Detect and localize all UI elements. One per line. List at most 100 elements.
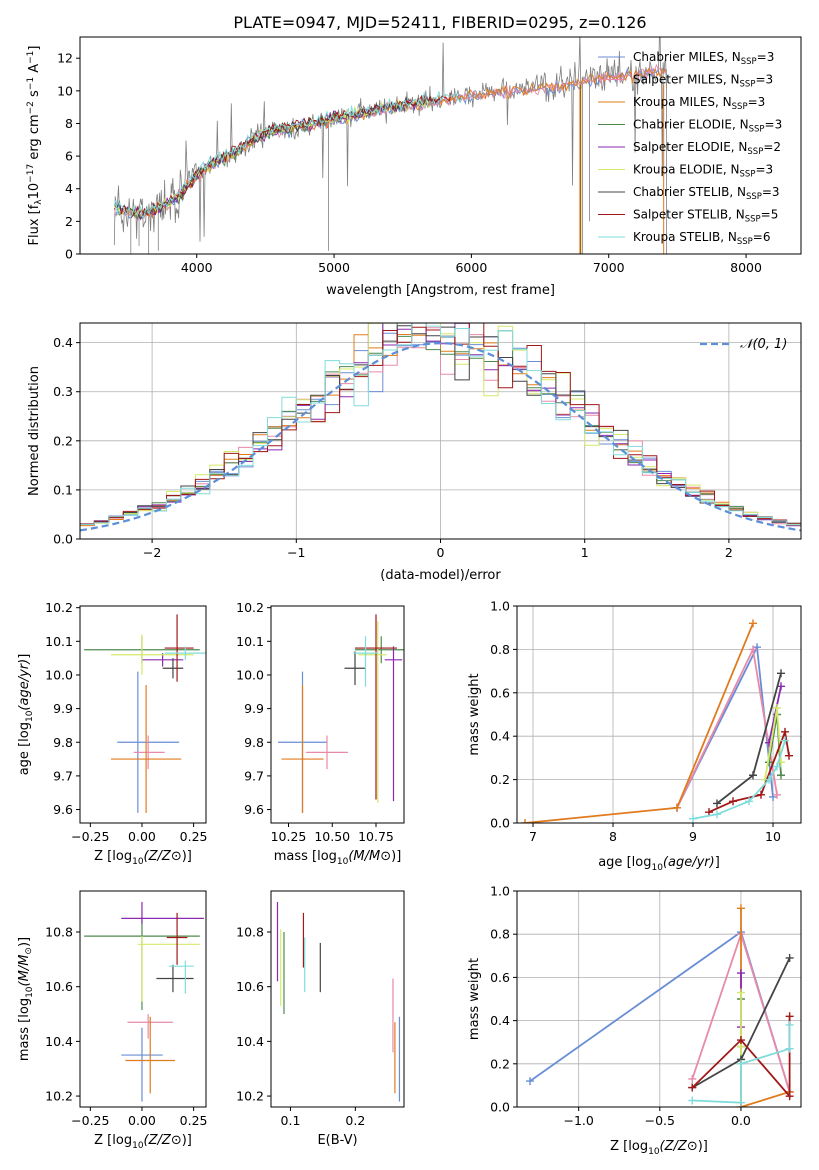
x-axis-label: Z [log10(Z/Z⊙)]: [610, 1139, 708, 1157]
label-part: Z [: [94, 1133, 112, 1148]
weight-marker: [673, 803, 681, 812]
label-part: (Z/Z: [144, 849, 172, 864]
label-part: =3: [755, 163, 773, 177]
weight-marker: [773, 703, 781, 712]
label-part: (age/yr): [17, 659, 32, 711]
y-tick-label: 0.6: [490, 685, 510, 700]
y-tick-label: 8: [65, 116, 73, 131]
y-tick-label: 4: [65, 181, 73, 196]
weight-marker: [785, 751, 793, 760]
figure-title: PLATE=0947, MJD=52411, FIBERID=0295, z=0…: [233, 13, 646, 32]
label-part: 10: [27, 183, 42, 200]
model-spectrum: [113, 101, 409, 220]
weight-marker: [773, 790, 781, 799]
x-tick-label: 0: [437, 545, 445, 560]
label-part: −2: [26, 101, 36, 114]
label-part: 10: [132, 1141, 144, 1151]
y-tick-label: 0.6: [490, 970, 510, 985]
x-tick-label: −1.0: [563, 1113, 593, 1128]
label-part: age [: [598, 855, 631, 870]
weight-marker: [729, 797, 737, 806]
y-tick-label: 2: [65, 214, 73, 229]
label-part: SSP: [749, 125, 765, 135]
y-tick-label: 0.4: [490, 1013, 510, 1028]
y-axis-label: Flux [fλ10−17 erg cm−2 s−1 A−1]: [26, 46, 44, 246]
y-tick-label: 10.2: [236, 1089, 264, 1104]
label-part: Kroupa STELIB, N: [633, 230, 737, 244]
label-part: =3: [755, 73, 773, 87]
weight-marker: [521, 819, 529, 823]
plot-area: [84, 901, 204, 1102]
y-tick-label: 0.0: [490, 1100, 510, 1115]
label-part: 10: [337, 857, 349, 867]
label-part: (M/M: [17, 955, 32, 987]
label-part: Kroupa ELODIE, N: [633, 163, 740, 177]
label-part: SSP: [745, 215, 761, 225]
label-part: (age/yr): [663, 855, 715, 870]
label-part: mass [: [274, 849, 317, 864]
legend-label: Salpeter ELODIE, NSSP=2: [633, 140, 781, 157]
y-tick-label: 10.8: [45, 925, 73, 940]
label-part: log: [628, 1139, 648, 1154]
gaussian-curve: [80, 342, 801, 532]
label-part: log: [632, 855, 652, 870]
label-part: 10: [25, 710, 35, 722]
weight-line: [691, 1016, 791, 1099]
x-tick-label: −0.25: [71, 829, 109, 844]
label-part: A: [27, 64, 42, 77]
y-tick-label: 9.6: [53, 802, 73, 817]
label-part: s: [27, 90, 42, 101]
label-part: ]: [27, 46, 42, 51]
label-part: )]: [17, 937, 32, 947]
x-tick-label: 0.00: [128, 1113, 156, 1128]
x-tick-label: 10.75: [358, 829, 394, 844]
x-tick-label: 7000: [593, 260, 625, 275]
label-part: λ: [34, 199, 44, 205]
y-tick-label: 10.0: [236, 667, 264, 682]
plot-area: [521, 619, 793, 823]
x-tick-label: −2: [143, 545, 161, 560]
weight-marker: [688, 1074, 697, 1083]
age-vs-mass-panel: 10.25 10.50 10.75 9.6 9.7 9.8 9.9 10.0 10.1 10.2 m…: [236, 600, 405, 867]
x-tick-label: −1: [287, 545, 305, 560]
axes-frame: [79, 890, 207, 1108]
plot-area: [525, 904, 794, 1107]
label-part: log: [112, 1133, 132, 1148]
weight-line: [676, 646, 778, 809]
weight-marker: [705, 808, 713, 817]
label-part: SSP: [732, 102, 748, 112]
label-part: Flux [f: [27, 204, 42, 245]
y-tick-label: 9.7: [53, 768, 73, 783]
y-tick-label: 10.2: [45, 600, 73, 615]
label-part: SSP: [746, 192, 762, 202]
label-part: Salpeter STELIB, N: [633, 208, 745, 222]
residual-panel: −2 −1 0 1 2 0.0 0.1 0.2 0.3 0.4 𝒩(0, 1) (data-model…: [27, 322, 802, 583]
weight-marker: [749, 771, 757, 780]
axes-frame: [79, 36, 802, 255]
y-tick-label: 9.6: [244, 802, 264, 817]
weight-marker: [785, 953, 794, 962]
x-tick-label: 7: [529, 829, 537, 844]
label-part: −1: [26, 51, 36, 64]
x-tick-label: 0.25: [180, 1113, 208, 1128]
legend-label: Chabrier STELIB, NSSP=3: [633, 185, 780, 202]
label-part: ]: [715, 855, 720, 870]
label-part: −17: [26, 164, 36, 183]
y-tick-label: 0.8: [490, 642, 510, 657]
legend-label: Chabrier MILES, NSSP=3: [633, 50, 774, 67]
y-axis-label: age [log10(age/yr)]: [17, 654, 35, 776]
legend-label: 𝒩(0, 1): [740, 337, 787, 352]
y-tick-label: 0.1: [53, 482, 73, 497]
legend-label: Chabrier ELODIE, NSSP=3: [633, 118, 782, 135]
weight-marker: [736, 969, 745, 978]
label-part: =2: [763, 140, 781, 154]
x-tick-label: 0.1: [281, 1113, 301, 1128]
weight-line: [676, 644, 774, 809]
x-tick-label: 6000: [455, 260, 487, 275]
y-tick-label: 0: [65, 247, 73, 262]
y-tick-label: 0.2: [490, 772, 510, 787]
label-part: =5: [761, 208, 779, 222]
label-part: log: [317, 849, 337, 864]
label-part: ⊙)]: [687, 1139, 708, 1154]
label-part: SSP: [747, 147, 763, 157]
